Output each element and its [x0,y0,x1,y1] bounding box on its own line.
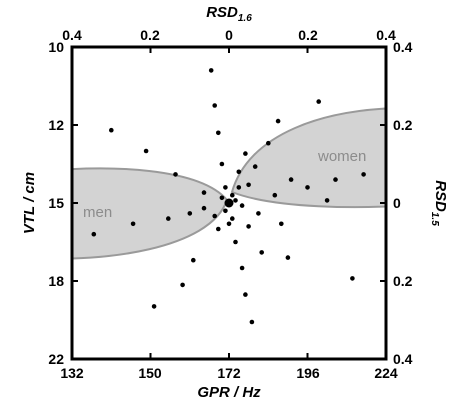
data-point [275,118,281,124]
x-tick-label: 224 [374,365,398,381]
x-tick-label: 196 [296,365,320,381]
data-point [130,221,136,227]
x-axis-title: GPR / Hz [197,384,261,401]
women-region [230,107,386,209]
right-tick-label: 0.2 [393,117,413,133]
right-tick-label: 0.4 [393,39,413,55]
y-tick-label: 22 [48,351,64,367]
right-tick-label: 0.4 [393,351,413,367]
top-tick-label: 0.4 [376,27,396,43]
y-axis-title: VTL / cm [21,172,38,234]
x-tick-label: 132 [60,365,84,381]
data-point [226,221,232,227]
top-axis-title-sub: 1.6 [238,13,252,24]
data-point [201,190,207,195]
top-tick-label: 0 [225,27,233,43]
data-point [233,239,238,245]
data-point [350,276,355,281]
data-point [219,195,225,201]
data-point [143,148,149,154]
right-axis-title: RSD1.5 [429,180,449,226]
top-axis-title-main: RSD [206,4,238,21]
data-point [212,103,217,108]
data-point [166,216,171,221]
data-point [285,255,291,260]
data-point [272,192,278,198]
data-point [216,226,221,232]
data-point [151,304,157,309]
data-point [249,319,255,325]
top-tick-label: 0.2 [298,27,318,43]
data-point [246,182,251,188]
right-axis-title-sub: 1.5 [429,212,440,226]
data-point [236,169,242,175]
data-point [324,198,330,203]
data-point [243,151,248,156]
data-point [233,198,238,203]
data-point [230,216,235,221]
data-point [187,211,193,216]
data-point [223,185,228,190]
data-point [243,292,248,297]
top-tick-label: 0.2 [140,27,160,43]
data-point [259,250,265,255]
right-tick-label: 0 [393,195,401,211]
data-point [239,203,245,208]
data-point [208,68,214,73]
right-tick-label: 0.2 [393,273,413,289]
data-points [91,68,366,325]
data-point [305,185,310,190]
men-region-label: men [83,204,112,221]
data-point [180,282,185,288]
data-point [333,177,338,182]
center-point [224,198,234,208]
data-point [288,177,294,182]
data-point [316,99,322,104]
data-point [173,172,178,177]
data-point [91,231,97,237]
women-region-label: women [317,148,366,165]
top-tick-label: 0.4 [62,27,82,43]
data-point [191,257,196,263]
men-region [72,167,229,260]
data-point [266,140,271,146]
data-point [223,208,228,214]
top-axis-title: RSD1.6 [206,4,252,24]
x-tick-label: 150 [138,365,162,381]
axis-ticks [72,47,386,359]
data-point [236,185,242,190]
right-axis-title-main: RSD [432,180,449,212]
data-point [252,164,258,169]
data-point [201,205,207,211]
data-point [230,192,235,198]
data-point [361,172,366,177]
y-tick-label: 18 [48,273,64,289]
y-tick-label: 15 [48,195,64,211]
data-point [219,161,225,167]
data-point [212,213,217,219]
x-tick-label: 172 [217,365,241,381]
data-point [279,221,284,227]
data-point [109,127,114,133]
data-point [216,130,221,136]
data-point [256,211,261,216]
y-tick-label: 10 [48,39,64,55]
data-point [246,224,251,229]
data-point [239,265,245,271]
y-tick-label: 12 [48,117,64,133]
